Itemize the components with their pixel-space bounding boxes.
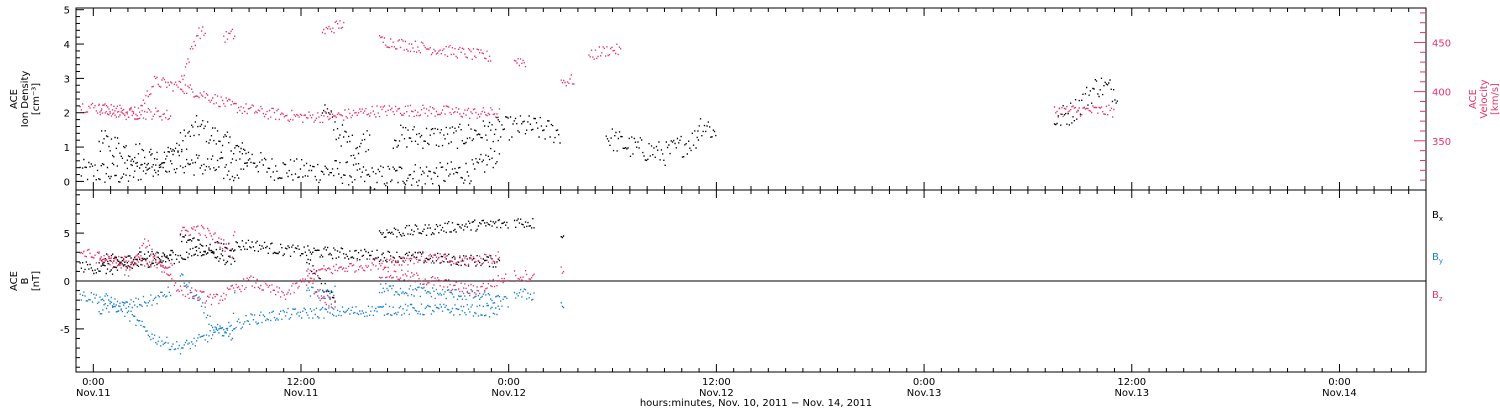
x-tick-time-label: 0:00 [82, 377, 104, 388]
series-Bz-segment-3 [306, 268, 336, 310]
x-tick-date-label: Nov.11 [76, 388, 111, 399]
series-By-segment-5 [513, 288, 535, 301]
b-field-axis-title: B [20, 277, 31, 284]
series-Bz-segment-4 [378, 267, 509, 295]
velocity-axis-title: Velocity [1479, 79, 1490, 118]
x-tick-time-label: 12:00 [702, 377, 731, 388]
series-Bx-segment-5 [513, 218, 535, 229]
series-By-segment-0 [79, 291, 501, 355]
density-tick-label: 5 [64, 6, 70, 17]
series-velocity-segment-9 [1053, 104, 1115, 118]
b-field-tick-label: 0 [64, 277, 70, 288]
legend-subscript: z [1439, 295, 1443, 303]
legend-subscript: y [1439, 257, 1443, 265]
series-density-segment-5 [697, 118, 717, 138]
series-velocity-segment-6 [513, 58, 527, 68]
series-density-segment-0 [79, 115, 501, 190]
series-density-segment-4 [605, 128, 700, 166]
x-tick-date-label: Nov.12 [699, 388, 734, 399]
legend-label: Bz [1432, 290, 1443, 303]
velocity-tick-label: 350 [1432, 137, 1451, 148]
series-velocity-segment-4 [321, 20, 345, 35]
series-Bx-segment-4 [378, 219, 509, 238]
series-By-segment-1 [98, 286, 172, 315]
series-By [79, 273, 565, 355]
density-axis-title: ACE [9, 89, 20, 109]
density-tick-label: 0 [64, 177, 70, 188]
x-tick-time-label: 0:00 [913, 377, 935, 388]
x-tick-time-label: 0:00 [497, 377, 519, 388]
velocity-axis-title: ACE [1468, 89, 1479, 109]
b-field-axis-title: ACE [9, 271, 20, 291]
series-Bz-segment-1 [98, 251, 173, 273]
series-Bx-segment-0 [79, 239, 501, 275]
series-velocity-segment-8 [588, 43, 622, 60]
density-tick-label: 1 [64, 143, 70, 154]
series-velocity-segment-1 [98, 103, 172, 121]
legend-entry-y: By [1432, 252, 1443, 265]
density-tick-label: 3 [64, 74, 70, 85]
x-tick-date-label: Nov.13 [1114, 388, 1149, 399]
series-velocity-segment-5 [378, 35, 492, 62]
series-Bz-segment-2 [179, 224, 236, 259]
series-velocity-segment-3 [223, 28, 236, 43]
x-axis-title-text: hours:minutes, Nov. 10, 2011 − Nov. 14, … [640, 398, 872, 409]
velocity-tick-label: 400 [1432, 88, 1451, 99]
velocity-axis-title: [km/s] [1490, 83, 1500, 115]
series-Bx-segment-1 [98, 249, 173, 265]
velocity-tick-label: 450 [1432, 38, 1451, 49]
series-By-segment-6 [560, 302, 565, 309]
series-Bz-segment-0 [79, 238, 501, 306]
series-density-segment-1 [98, 130, 250, 182]
series-density-segment-2 [321, 104, 371, 159]
legend-label: By [1432, 252, 1443, 265]
legend-entry-z: Bz [1432, 290, 1443, 303]
legend-label: Bx [1432, 210, 1443, 223]
density-tick-label: 4 [64, 40, 70, 51]
series-Bx-segment-2 [179, 233, 236, 266]
series-Bz [79, 224, 565, 310]
x-tick-date-label: Nov.12 [491, 388, 526, 399]
series-By-segment-2 [179, 273, 236, 341]
density-axis-title: [cm⁻³] [31, 83, 42, 115]
series-Bz-segment-5 [513, 270, 535, 282]
series-By-segment-4 [378, 283, 509, 308]
x-tick-time-label: 0:00 [1328, 377, 1350, 388]
x-tick-date-label: Nov.11 [284, 388, 319, 399]
x-tick-date-label: Nov.14 [1322, 388, 1357, 399]
density-tick-label: 2 [64, 109, 70, 120]
x-axis-title: hours:minutes, Nov. 10, 2011 − Nov. 14, … [640, 398, 872, 409]
top-panel-frame [75, 7, 1427, 191]
series-Bx [79, 218, 565, 303]
b-field-tick-label: -5 [60, 325, 70, 336]
series-Bx-segment-6 [560, 235, 565, 239]
density-axis-title: Ion Density [20, 71, 31, 128]
series-velocity-segment-0 [79, 75, 501, 124]
x-tick-time-label: 12:00 [1117, 377, 1146, 388]
series-velocity [79, 20, 1115, 124]
series-density [79, 77, 1118, 190]
x-tick-date-label: Nov.13 [907, 388, 942, 399]
series-Bz-segment-6 [560, 266, 565, 274]
series-velocity-segment-7 [560, 74, 575, 87]
x-tick-time-label: 12:00 [287, 377, 316, 388]
b-field-axis-title: [nT] [31, 271, 42, 291]
series-density-segment-3 [392, 115, 561, 149]
b-field-tick-label: 5 [64, 229, 70, 240]
magnetic-field-panel: -5050:00Nov.1112:00Nov.110:00Nov.1212:00… [9, 189, 1443, 399]
legend-subscript: x [1439, 215, 1443, 223]
series-density-segment-6 [1053, 77, 1118, 126]
legend-entry-x: Bx [1432, 210, 1443, 223]
series-velocity-segment-2 [179, 26, 206, 83]
